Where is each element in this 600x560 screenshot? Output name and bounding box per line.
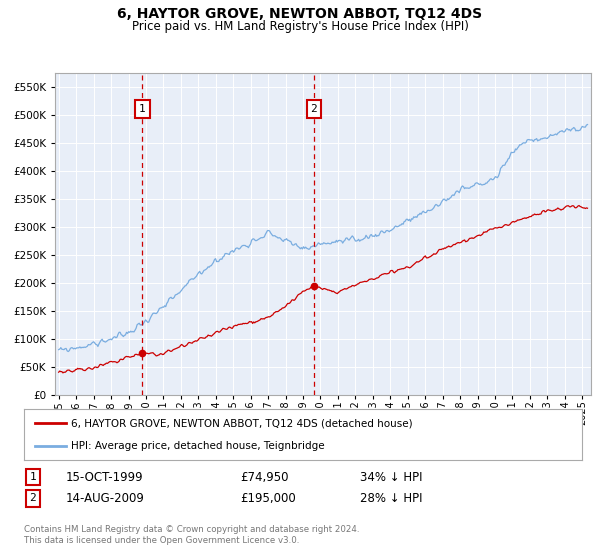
Text: 6, HAYTOR GROVE, NEWTON ABBOT, TQ12 4DS (detached house): 6, HAYTOR GROVE, NEWTON ABBOT, TQ12 4DS … xyxy=(71,418,413,428)
Text: 34% ↓ HPI: 34% ↓ HPI xyxy=(360,470,422,484)
Text: Contains HM Land Registry data © Crown copyright and database right 2024.
This d: Contains HM Land Registry data © Crown c… xyxy=(24,525,359,545)
Text: 14-AUG-2009: 14-AUG-2009 xyxy=(66,492,145,505)
Text: 1: 1 xyxy=(29,472,37,482)
Text: HPI: Average price, detached house, Teignbridge: HPI: Average price, detached house, Teig… xyxy=(71,441,325,451)
Text: £195,000: £195,000 xyxy=(240,492,296,505)
Text: 28% ↓ HPI: 28% ↓ HPI xyxy=(360,492,422,505)
Text: 1: 1 xyxy=(139,104,146,114)
Text: 6, HAYTOR GROVE, NEWTON ABBOT, TQ12 4DS: 6, HAYTOR GROVE, NEWTON ABBOT, TQ12 4DS xyxy=(118,7,482,21)
Text: 15-OCT-1999: 15-OCT-1999 xyxy=(66,470,143,484)
Text: 2: 2 xyxy=(310,104,317,114)
Text: Price paid vs. HM Land Registry's House Price Index (HPI): Price paid vs. HM Land Registry's House … xyxy=(131,20,469,32)
Text: 2: 2 xyxy=(29,493,37,503)
Text: £74,950: £74,950 xyxy=(240,470,289,484)
